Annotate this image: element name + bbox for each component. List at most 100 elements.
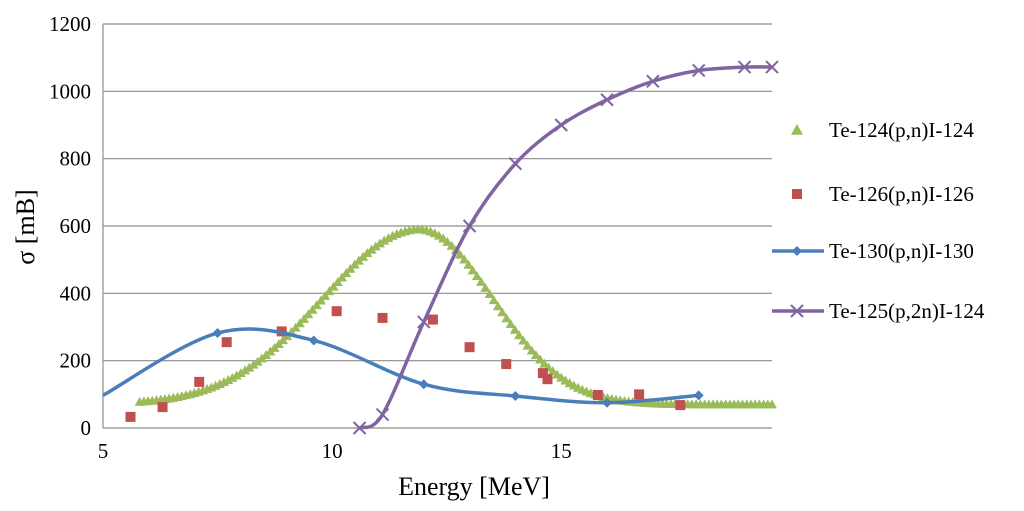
data-point xyxy=(488,295,499,305)
data-point xyxy=(427,314,438,325)
series-line xyxy=(102,327,699,405)
data-point xyxy=(535,354,546,364)
data-point xyxy=(501,313,512,323)
y-tick-label: 1200 xyxy=(49,12,91,36)
legend-label: Te-125(p,2n)I-124 xyxy=(829,299,985,323)
x-marker-stroke xyxy=(600,93,614,107)
data-point xyxy=(315,295,326,305)
data-point xyxy=(522,340,533,350)
data-point xyxy=(518,335,529,345)
data-point xyxy=(194,376,205,387)
data-point xyxy=(476,276,487,286)
series-line xyxy=(358,65,773,430)
data-point xyxy=(508,157,523,171)
data-point xyxy=(307,304,318,314)
x-marker-stroke xyxy=(417,315,431,329)
legend-label: Te-126(p,n)I-126 xyxy=(829,182,974,206)
data-point xyxy=(554,118,568,132)
legend-item: Te-130(p,n)I-130 xyxy=(772,239,974,263)
data-point xyxy=(244,362,255,372)
legend-item: Te-126(p,n)I-126 xyxy=(792,182,974,206)
data-point xyxy=(526,345,537,355)
legend-marker xyxy=(792,189,802,199)
data-point xyxy=(212,328,223,339)
axes xyxy=(102,24,772,429)
x-marker-stroke xyxy=(462,219,477,233)
data-point xyxy=(634,389,645,400)
x-marker-stroke xyxy=(352,421,367,435)
data-point xyxy=(320,290,331,300)
legend-marker xyxy=(792,246,802,256)
data-point xyxy=(464,342,475,353)
data-point xyxy=(537,368,548,379)
series-4 xyxy=(352,60,779,435)
data-point xyxy=(379,235,390,245)
gridlines xyxy=(103,23,772,362)
data-point xyxy=(497,307,508,317)
data-point xyxy=(248,359,259,369)
data-point xyxy=(311,300,322,310)
data-point xyxy=(505,319,516,329)
data-point xyxy=(767,399,777,409)
x-marker-stroke xyxy=(646,74,660,88)
data-point xyxy=(737,60,752,74)
data-point xyxy=(328,281,339,291)
legend-marker xyxy=(790,304,804,318)
y-axis-title: σ [mB] xyxy=(11,189,40,264)
data-point xyxy=(125,411,136,422)
data-point xyxy=(492,301,503,311)
tick-labels: 0 200 400 600 800 1000 1200 5 10 15 xyxy=(49,12,572,463)
data-point xyxy=(510,391,521,402)
x-marker-stroke xyxy=(737,60,752,74)
data-point xyxy=(675,400,686,411)
data-point xyxy=(442,236,453,246)
data-point xyxy=(240,365,251,375)
x-marker-stroke xyxy=(554,118,568,132)
data-point xyxy=(514,330,525,340)
data-point xyxy=(480,282,491,292)
y-tick-label: 0 xyxy=(81,416,92,440)
x-marker-stroke xyxy=(765,60,779,74)
data-point xyxy=(509,324,520,334)
y-tick-label: 200 xyxy=(60,349,92,373)
data-point xyxy=(235,368,246,378)
data-point xyxy=(331,306,342,317)
series-2 xyxy=(125,306,686,422)
x-marker-stroke xyxy=(691,63,706,78)
data-point xyxy=(693,390,704,401)
data-point xyxy=(417,315,431,329)
data-point xyxy=(600,93,614,107)
data-point xyxy=(765,60,779,74)
data-point xyxy=(592,390,603,401)
data-point xyxy=(352,421,367,435)
data-point xyxy=(446,240,457,250)
legend-label: Te-124(p,n)I-124 xyxy=(829,118,974,142)
data-point xyxy=(484,289,495,299)
x-tick-label: 15 xyxy=(551,439,572,463)
data-point xyxy=(303,309,314,319)
data-point xyxy=(501,359,512,370)
data-point xyxy=(377,312,388,323)
data-point xyxy=(539,358,550,368)
data-point xyxy=(227,372,238,382)
data-point xyxy=(467,265,478,275)
data-point xyxy=(299,313,310,323)
x-marker-stroke xyxy=(508,157,523,171)
plot-area xyxy=(102,60,779,435)
y-tick-label: 600 xyxy=(60,214,92,238)
data-point xyxy=(375,407,390,422)
data-point xyxy=(455,249,466,259)
x-marker-stroke xyxy=(790,304,804,318)
x-tick-label: 10 xyxy=(322,439,343,463)
legend: Te-124(p,n)I-124 Te-126(p,n)I-126 Te-130(p… xyxy=(772,118,985,323)
data-point xyxy=(646,74,660,88)
data-point xyxy=(602,397,613,408)
legend-marker xyxy=(791,124,803,135)
data-point xyxy=(462,219,477,233)
x-axis-title: Energy [MeV] xyxy=(398,472,550,501)
legend-item: Te-125(p,2n)I-124 xyxy=(772,299,985,323)
legend-label: Te-130(p,n)I-130 xyxy=(829,239,974,263)
data-point xyxy=(542,374,553,385)
y-tick-label: 800 xyxy=(60,147,92,171)
